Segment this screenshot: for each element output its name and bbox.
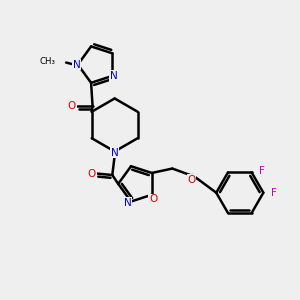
Text: N: N xyxy=(124,198,131,208)
Text: N: N xyxy=(111,148,119,158)
Text: O: O xyxy=(188,175,196,185)
Text: F: F xyxy=(271,188,277,198)
Text: CH₃: CH₃ xyxy=(40,57,56,66)
Text: N: N xyxy=(110,71,118,81)
Text: N: N xyxy=(73,60,80,70)
Text: O: O xyxy=(68,101,76,111)
Text: O: O xyxy=(88,169,96,178)
Text: O: O xyxy=(149,194,158,205)
Text: F: F xyxy=(259,166,265,176)
